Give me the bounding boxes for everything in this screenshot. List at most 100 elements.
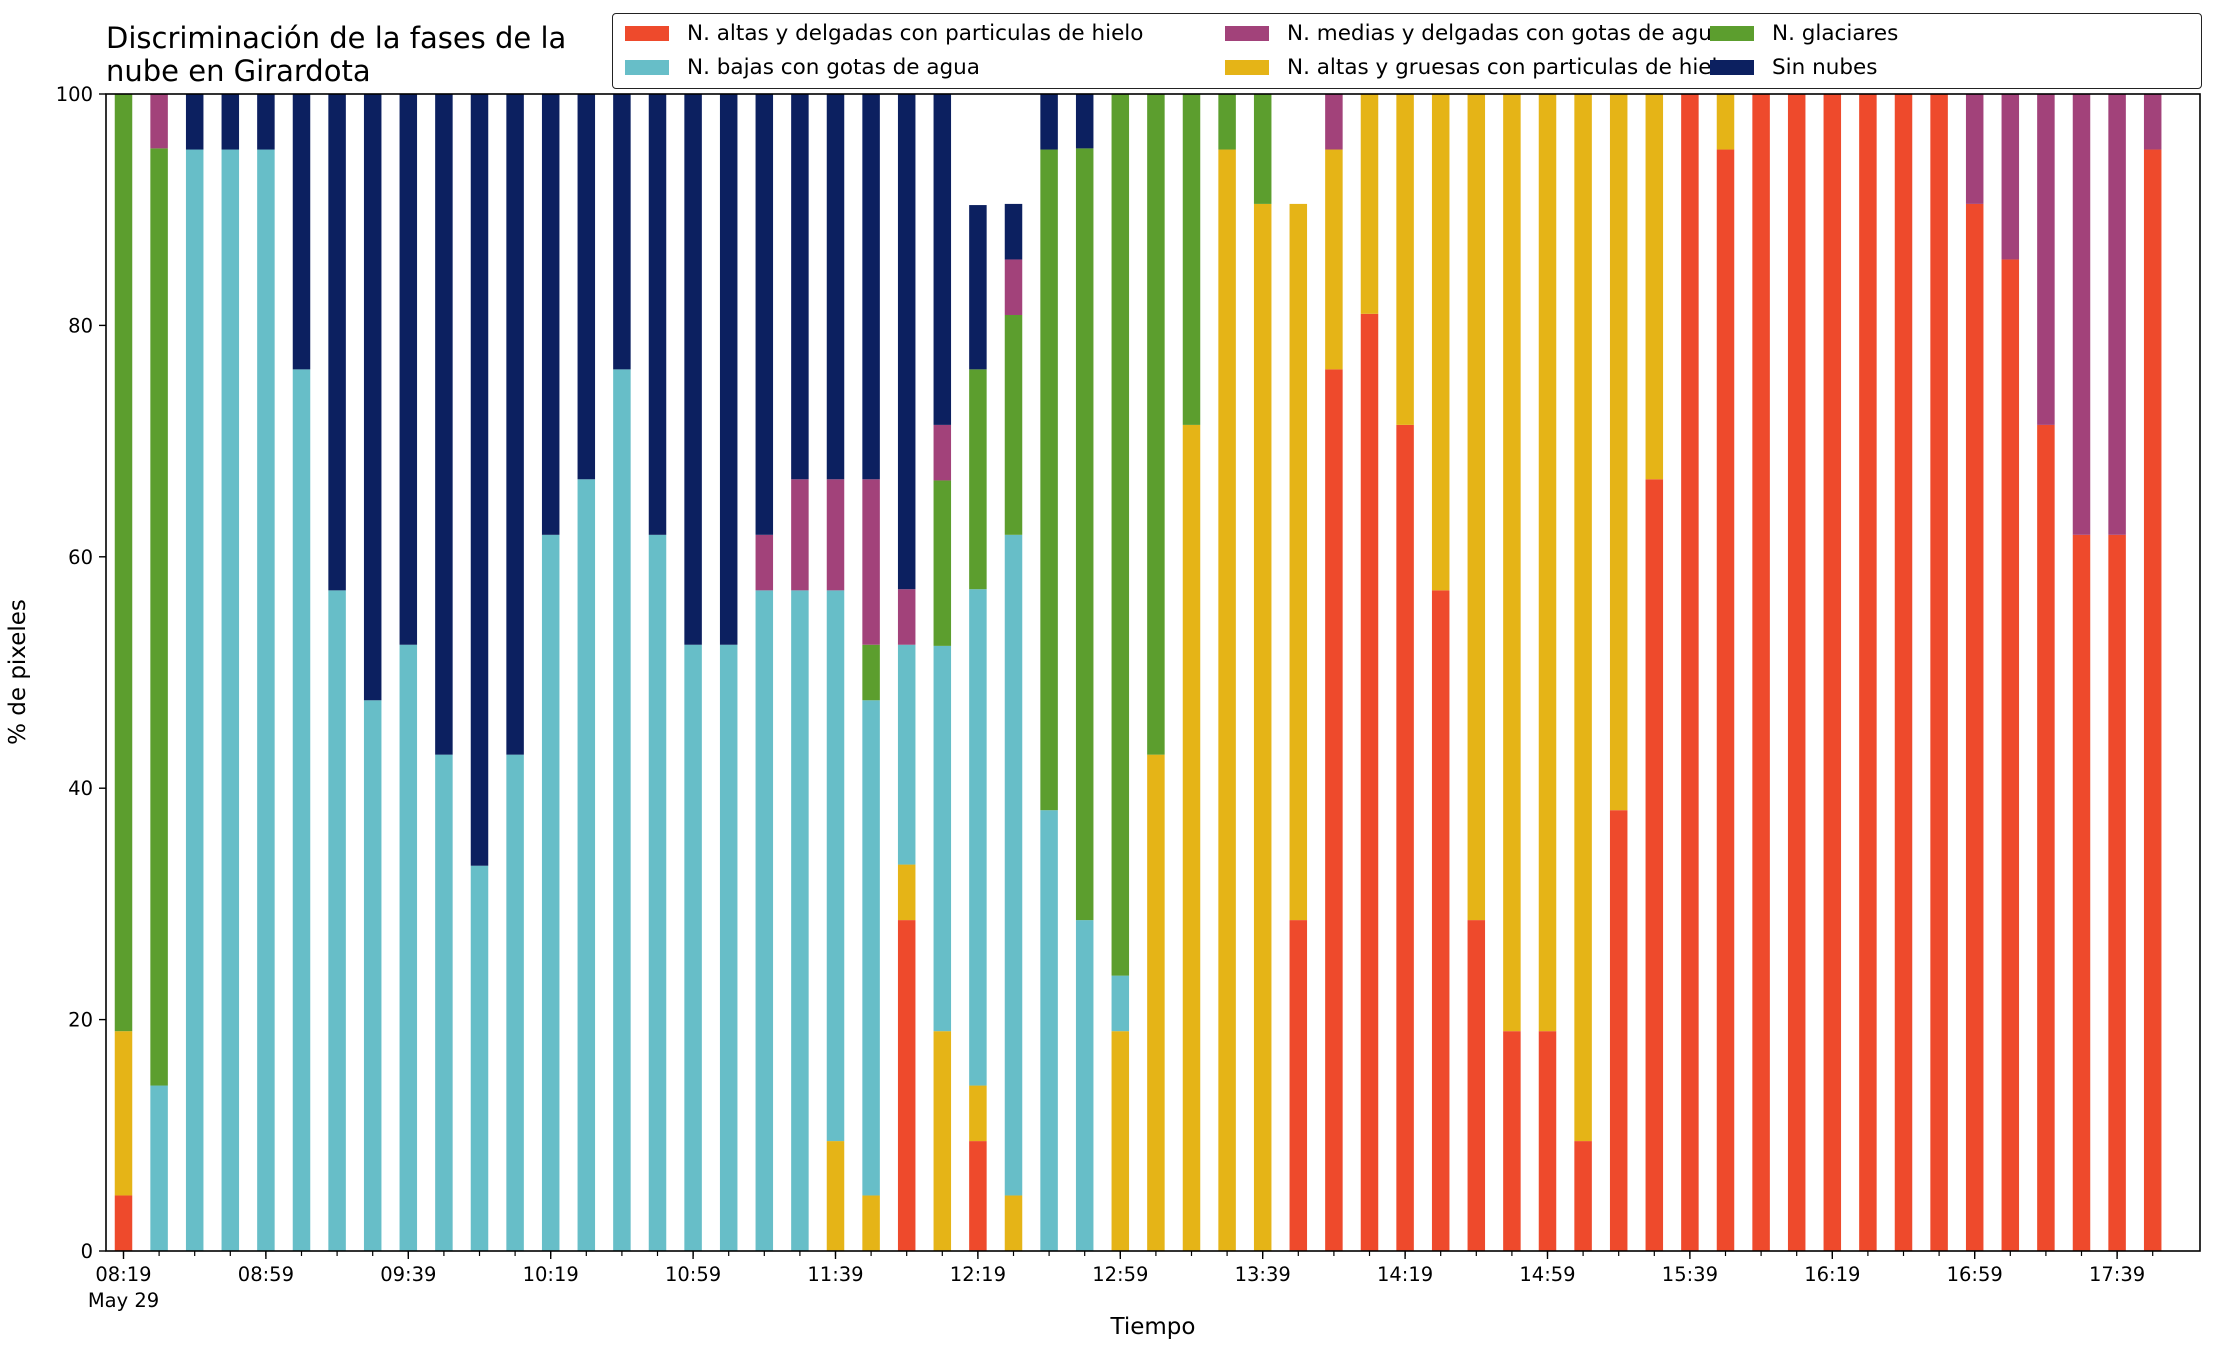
- bar-segment-0849-s5: [221, 94, 240, 150]
- bar-segment-1229-s5: [1004, 203, 1023, 260]
- bar-segment-1519-s1: [1609, 94, 1628, 811]
- legend-swatch: [1225, 59, 1269, 75]
- legend-item: Sin nubes: [1710, 51, 1877, 83]
- bar-segment-1159-s0: [897, 920, 916, 1251]
- bar-segment-1259-s1: [1111, 1031, 1130, 1251]
- bar-segment-1359-s4: [1325, 94, 1343, 150]
- bar-segment-1339-s1: [1253, 203, 1272, 1251]
- bar-segment-1359-s1: [1325, 149, 1343, 370]
- bar-segment-1209-s5: [933, 94, 952, 425]
- bar-segment-1149-s3: [862, 644, 880, 701]
- bar-segment-1049-s2: [648, 534, 667, 1251]
- bar-segment-1239-s5: [1040, 94, 1058, 150]
- bar-segment-1319-s1: [1182, 424, 1201, 1251]
- bar-segment-1709-s0: [2001, 259, 2020, 1251]
- x-axis: 08:19 May 29 08:59 09:39 10:19 10:59 11:39 12:1…: [88, 1251, 2154, 1312]
- bar-segment-1159-s5: [897, 94, 916, 590]
- x-tick-sublabel: May 29: [88, 1289, 159, 1312]
- bar-segment-1219-s3: [969, 369, 987, 590]
- bar-segment-1729-s0: [2072, 534, 2091, 1251]
- bar-segment-1229-s2: [1004, 534, 1023, 1196]
- bar-segment-1549-s0: [1716, 149, 1735, 1251]
- bar-segment-1749-s0: [2143, 149, 2162, 1251]
- bar-segment-0919-s5: [328, 94, 346, 591]
- bar-segment-1329-s1: [1218, 149, 1236, 1251]
- bar-segment-1129-s4: [791, 479, 809, 591]
- bar-segment-1149-s4: [862, 479, 880, 645]
- bar-segment-1359-s0: [1325, 369, 1343, 1251]
- bar-segment-1649-s0: [1930, 94, 1948, 1251]
- bar-segment-1739-s0: [2108, 534, 2126, 1251]
- legend-item: N. altas y gruesas con particulas de hie…: [1225, 51, 1731, 83]
- bar-segment-1009-s5: [506, 94, 524, 755]
- bar-segment-1249-s2: [1075, 920, 1094, 1251]
- bar-segment-1629-s0: [1859, 94, 1877, 1251]
- y-axis: 0 20 40 60 80 100: [56, 83, 106, 1263]
- bar-segment-1529-s0: [1645, 479, 1664, 1251]
- bar-segment-1529-s1: [1645, 94, 1664, 480]
- bar-segment-0929-s5: [363, 94, 382, 701]
- bar-segment-1129-s2: [791, 590, 809, 1251]
- bar-segment-1709-s4: [2001, 94, 2020, 260]
- bar-segment-0859-s5: [257, 94, 275, 150]
- legend-swatch: [1225, 25, 1269, 41]
- y-tick-label: 40: [68, 777, 93, 800]
- plot-area: [105, 93, 2201, 1252]
- bar-segment-1139-s5: [826, 94, 845, 480]
- x-tick-label: 13:39: [1235, 1263, 1291, 1286]
- bar-segment-1149-s1: [862, 1195, 880, 1251]
- bar-segment-1719-s0: [2037, 424, 2055, 1251]
- bar-segment-1639-s0: [1894, 94, 1913, 1251]
- x-tick-label: 10:59: [665, 1263, 721, 1286]
- bar-segment-1159-s4: [897, 589, 916, 645]
- legend-label: N. bajas con gotas de agua: [687, 54, 980, 80]
- bar-segment-0819-s1: [114, 1031, 133, 1196]
- y-tick-label: 60: [68, 546, 93, 569]
- legend-label: N. altas y gruesas con particulas de hie…: [1287, 54, 1731, 80]
- bar-segment-1439-s1: [1467, 94, 1486, 921]
- bar-segment-1429-s1: [1431, 94, 1450, 591]
- bar-segment-1239-s2: [1040, 810, 1058, 1251]
- bar-segment-1009-s2: [506, 754, 524, 1251]
- bar-segment-1049-s5: [648, 94, 667, 535]
- bar-segment-1229-s3: [1004, 314, 1023, 535]
- legend-swatch: [1710, 25, 1754, 41]
- legend-label: N. glaciares: [1772, 20, 1899, 46]
- bar-segment-0909-s2: [292, 369, 311, 1251]
- bar-segment-1449-s0: [1503, 1031, 1521, 1251]
- x-tick-label: 15:39: [1662, 1263, 1718, 1286]
- bar-segment-0949-s5: [435, 94, 453, 755]
- bar-segment-1449-s1: [1503, 94, 1521, 1032]
- bar-segment-1459-s0: [1538, 1031, 1557, 1251]
- bar-segment-1429-s0: [1431, 590, 1450, 1251]
- bar-segment-0849-s2: [221, 149, 240, 1251]
- bar-segment-1349-s0: [1289, 920, 1308, 1251]
- bar-segment-1419-s0: [1396, 424, 1414, 1251]
- bar-segment-1139-s4: [826, 479, 845, 591]
- bar-segment-1109-s5: [719, 94, 738, 645]
- bar-segment-1539-s0: [1681, 94, 1699, 1251]
- bar-segment-1119-s4: [755, 534, 774, 591]
- x-tick-label: 09:39: [380, 1263, 436, 1286]
- bar-segment-1229-s1: [1004, 1195, 1023, 1251]
- bar-segment-1149-s2: [862, 700, 880, 1196]
- bar-segment-1259-s2: [1111, 975, 1130, 1032]
- legend: N. altas y delgadas con particulas de hi…: [612, 13, 2202, 89]
- bar-segment-1059-s5: [684, 94, 702, 645]
- bar-segment-1139-s2: [826, 590, 845, 1142]
- bar-segment-0839-s5: [185, 94, 204, 150]
- bar-segment-0829-s2: [150, 1085, 168, 1251]
- x-tick-label: 17:39: [2089, 1263, 2145, 1286]
- bar-segment-1029-s2: [577, 479, 596, 1251]
- bar-segment-0819-s0: [114, 1195, 133, 1251]
- bar-segment-1339-s3: [1253, 94, 1272, 204]
- x-tick-label: 12:19: [950, 1263, 1006, 1286]
- bar-segment-1739-s4: [2108, 94, 2126, 535]
- bar-segment-1319-s3: [1182, 94, 1201, 425]
- y-tick-label: 20: [68, 1009, 93, 1032]
- bar-segment-1229-s4: [1004, 259, 1023, 315]
- bar-segment-1219-s2: [969, 589, 987, 1086]
- bar-segment-0819-s3: [114, 94, 133, 1032]
- bar-segment-0909-s5: [292, 94, 311, 370]
- bar-segment-1159-s2: [897, 644, 916, 865]
